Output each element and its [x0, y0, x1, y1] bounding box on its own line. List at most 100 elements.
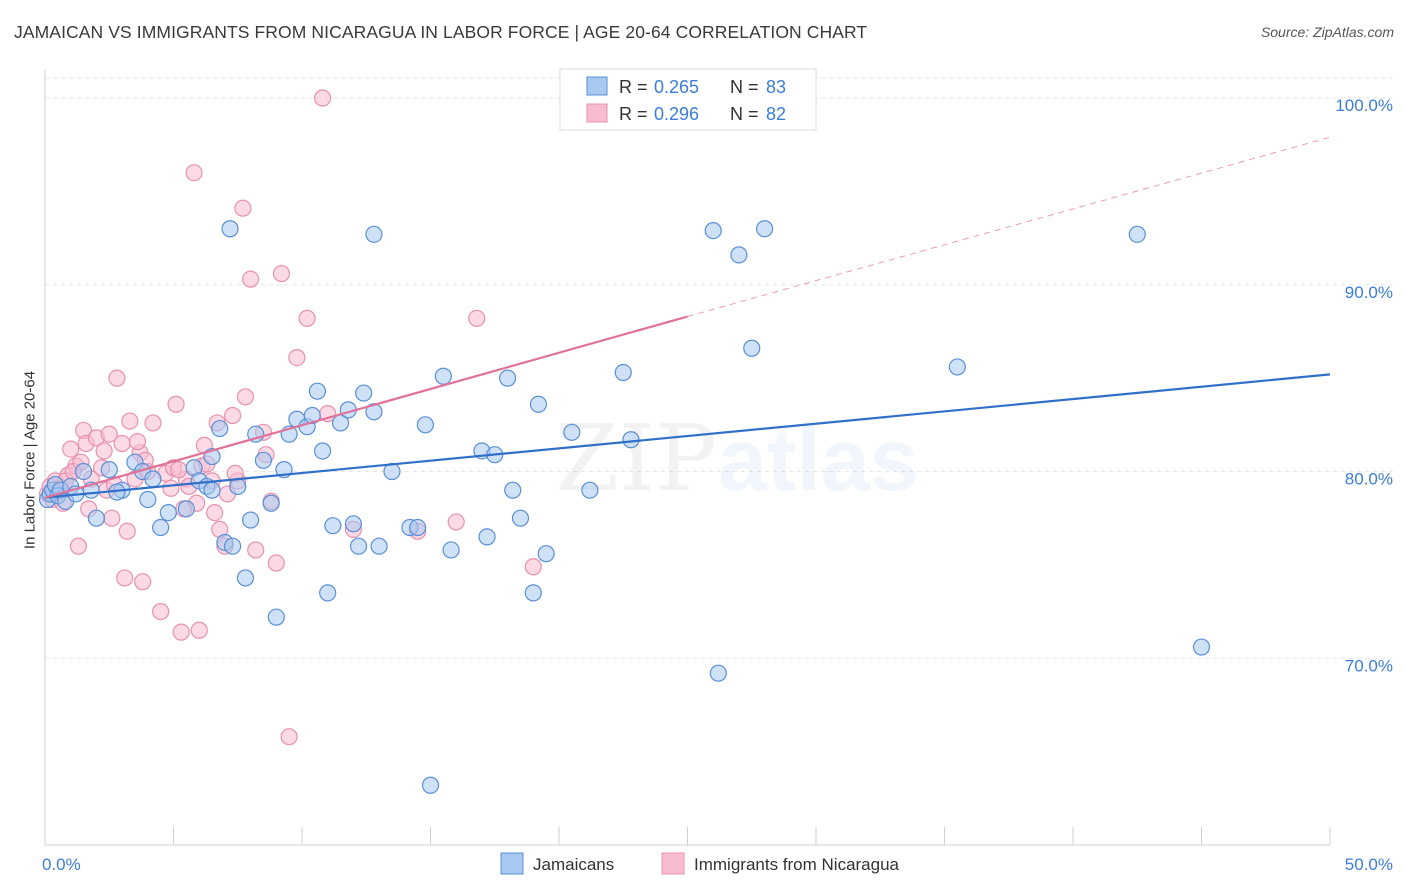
point-blue-62 [529, 395, 548, 413]
legend-r-value-1: 0.265 [654, 77, 699, 97]
legend-box: R = 0.265 N = 83 R = 0.296 N = 82 [559, 68, 817, 131]
tick-labels: 70.0% 80.0% 90.0% 100.0% 0.0% 50.0% [42, 96, 1393, 874]
y-tick-label-90: 90.0% [1345, 283, 1393, 302]
legend-r-label-1: R = [619, 77, 648, 97]
point-blue-52 [416, 416, 434, 434]
trend-line-nicaragua-extension [687, 136, 1331, 317]
point-blue-57 [478, 528, 496, 546]
point-pink-58 [272, 264, 291, 283]
point-pink-29 [144, 414, 162, 432]
legend-r-value-2: 0.296 [654, 104, 699, 124]
point-pink-52 [236, 388, 255, 406]
point-pink-68 [524, 558, 542, 576]
point-blue-11 [100, 461, 118, 479]
watermark-atlas: atlas [718, 410, 919, 509]
legend-n-label-1: N = [730, 77, 759, 97]
source-label: Source: ZipAtlas.com [1260, 24, 1394, 40]
point-blue-18 [177, 500, 195, 518]
point-pink-62 [313, 89, 332, 107]
point-blue-51 [409, 518, 427, 537]
point-pink-20 [108, 369, 126, 387]
point-pink-19 [103, 509, 121, 527]
point-blue-68 [622, 431, 640, 449]
point-blue-60 [504, 481, 522, 499]
legend-n-value-1: 83 [766, 77, 786, 97]
point-blue-72 [743, 339, 761, 357]
trend-line-jamaicans [44, 373, 1331, 499]
point-pink-51 [234, 199, 252, 217]
point-blue-67 [614, 363, 632, 382]
legend-swatch-pink [586, 103, 608, 123]
bottom-legend-label-nicaragua: Immigrants from Nicaragua [694, 855, 900, 874]
point-blue-10 [87, 509, 106, 527]
legend-swatch-blue [586, 76, 608, 96]
point-blue-25 [224, 537, 242, 555]
point-blue-23 [211, 419, 229, 438]
point-blue-40 [319, 584, 337, 602]
point-pink-38 [185, 164, 203, 182]
point-blue-73 [755, 220, 774, 238]
x-tick-label-0: 0.0% [42, 855, 81, 874]
point-pink-44 [206, 503, 224, 522]
point-pink-40 [190, 621, 208, 639]
point-blue-69 [704, 222, 722, 240]
point-blue-64 [524, 584, 542, 602]
legend-n-value-2: 82 [766, 104, 786, 124]
point-blue-71 [730, 246, 748, 264]
point-blue-45 [349, 537, 368, 555]
point-blue-76 [948, 358, 966, 376]
point-pink-22 [116, 569, 134, 587]
point-pink-21 [113, 434, 131, 453]
point-pink-60 [288, 348, 306, 367]
point-blue-16 [152, 518, 170, 537]
legend-n-label-2: N = [730, 104, 759, 124]
point-pink-17 [95, 442, 113, 460]
point-blue-8 [74, 462, 93, 481]
watermark-zip: ZIP [555, 405, 717, 512]
point-blue-28 [242, 511, 260, 529]
point-blue-78 [1192, 638, 1211, 656]
point-pink-57 [267, 554, 285, 572]
y-tick-label-80: 80.0% [1345, 470, 1393, 489]
point-pink-24 [121, 412, 139, 430]
point-pink-81 [170, 461, 188, 479]
point-pink-30 [152, 602, 170, 621]
point-blue-39 [313, 442, 332, 460]
point-blue-30 [254, 451, 273, 469]
point-blue-59 [499, 369, 517, 387]
point-pink-49 [224, 406, 242, 425]
watermark: ZIP atlas [555, 405, 919, 512]
point-blue-38 [308, 382, 327, 400]
x-tick-label-50: 50.0% [1345, 855, 1393, 874]
point-pink-27 [134, 573, 152, 591]
point-pink-59 [280, 728, 298, 746]
point-blue-77 [1128, 225, 1146, 243]
bottom-legend-swatch-jamaicans [500, 852, 524, 875]
point-blue-66 [581, 481, 599, 499]
point-blue-74 [221, 220, 239, 238]
point-pink-8 [62, 440, 80, 458]
point-blue-55 [442, 541, 460, 559]
point-pink-54 [247, 541, 265, 559]
point-blue-44 [344, 515, 362, 533]
point-blue-54 [434, 367, 452, 385]
point-pink-10 [69, 537, 88, 555]
point-blue-53 [421, 776, 440, 794]
point-blue-65 [563, 423, 581, 441]
point-pink-66 [447, 513, 465, 531]
point-blue-46 [355, 384, 373, 402]
axes [44, 70, 1331, 846]
point-blue-41 [324, 517, 342, 535]
point-blue-31 [262, 494, 280, 512]
point-blue-48 [365, 403, 383, 421]
point-pink-53 [242, 270, 260, 288]
y-tick-label-100: 100.0% [1335, 96, 1393, 115]
point-pink-33 [167, 395, 185, 413]
bottom-legend-label-jamaicans: Jamaicans [533, 855, 614, 874]
point-pink-18 [100, 425, 118, 443]
point-pink-61 [298, 309, 316, 327]
trend-lines [44, 136, 1331, 499]
point-blue-26 [229, 477, 247, 496]
point-blue-75 [365, 225, 383, 243]
